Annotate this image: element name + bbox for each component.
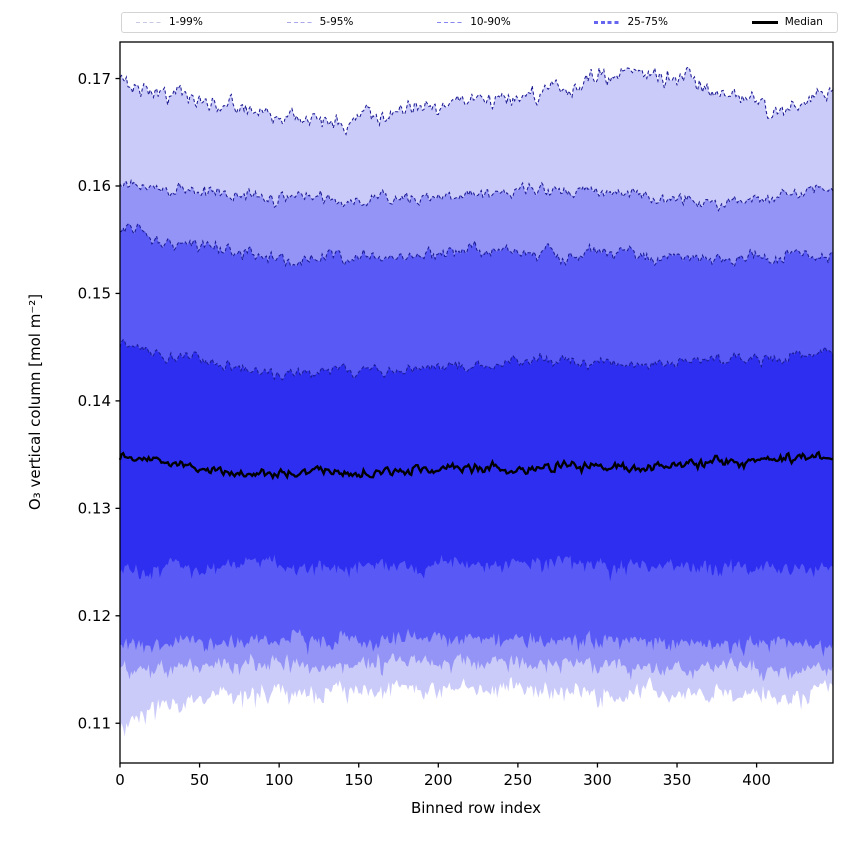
median-line-sample-icon <box>751 21 778 24</box>
x-tick-label: 100 <box>265 771 294 789</box>
percentile-band-25-75 <box>120 339 833 582</box>
y-tick-label: 0.16 <box>78 177 111 195</box>
legend-label: 5-95% <box>319 16 354 29</box>
bands-layer <box>120 67 833 737</box>
y-tick-label: 0.15 <box>78 285 111 303</box>
x-axis-label: Binned row index <box>411 799 541 817</box>
median-line-layer <box>118 450 834 481</box>
x-tick-label: 0 <box>115 771 125 789</box>
legend-label: 25-75% <box>627 16 668 29</box>
dashed-line-sample-icon <box>594 21 621 24</box>
legend-item-median[interactable]: Median <box>751 16 823 29</box>
plot-border <box>119 41 834 764</box>
x-tick-label: 350 <box>663 771 692 789</box>
legend-item-10-90-[interactable]: 10-90% <box>437 17 511 28</box>
x-tick-label: 50 <box>190 771 209 789</box>
dashed-line-sample-icon <box>437 21 464 24</box>
legend-label: 1-99% <box>169 16 203 29</box>
legend: 1-99% 5-95% 10-90% 25-75% Median <box>121 12 838 33</box>
x-tick-label: 200 <box>424 771 453 789</box>
percentile-edge-lines <box>119 65 834 381</box>
y-tick-label: 0.11 <box>78 714 111 732</box>
percentile-line-p90 <box>119 223 834 269</box>
legend-item-25-75-[interactable]: 25-75% <box>594 17 668 28</box>
legend-label: 10-90% <box>470 16 511 29</box>
percentile-line-p75 <box>119 338 834 381</box>
percentile-line-p99 <box>119 65 834 136</box>
x-tick-label: 150 <box>344 771 373 789</box>
median-line <box>118 450 834 481</box>
y-tick-label: 0.12 <box>78 607 111 625</box>
legend-item-5-95-[interactable]: 5-95% <box>286 16 354 29</box>
legend-label: Median <box>784 16 823 29</box>
legend-item-1-99-[interactable]: 1-99% <box>136 17 203 28</box>
x-tick-label: 300 <box>583 771 612 789</box>
x-tick-label: 250 <box>504 771 533 789</box>
dashed-line-sample-icon <box>136 21 162 24</box>
y-axis-label: O₃ vertical column [mol m⁻²] <box>26 294 44 510</box>
y-tick-label: 0.17 <box>78 70 111 88</box>
y-tick-label: 0.13 <box>78 500 111 518</box>
y-tick-label: 0.14 <box>78 392 111 410</box>
dashed-line-sample-icon <box>286 21 313 24</box>
axes-layer: 0.17 0.16 0.15 0.14 0.13 0.12 0.11 0 50 100 150 200… <box>78 41 834 789</box>
x-tick-label: 400 <box>742 771 771 789</box>
